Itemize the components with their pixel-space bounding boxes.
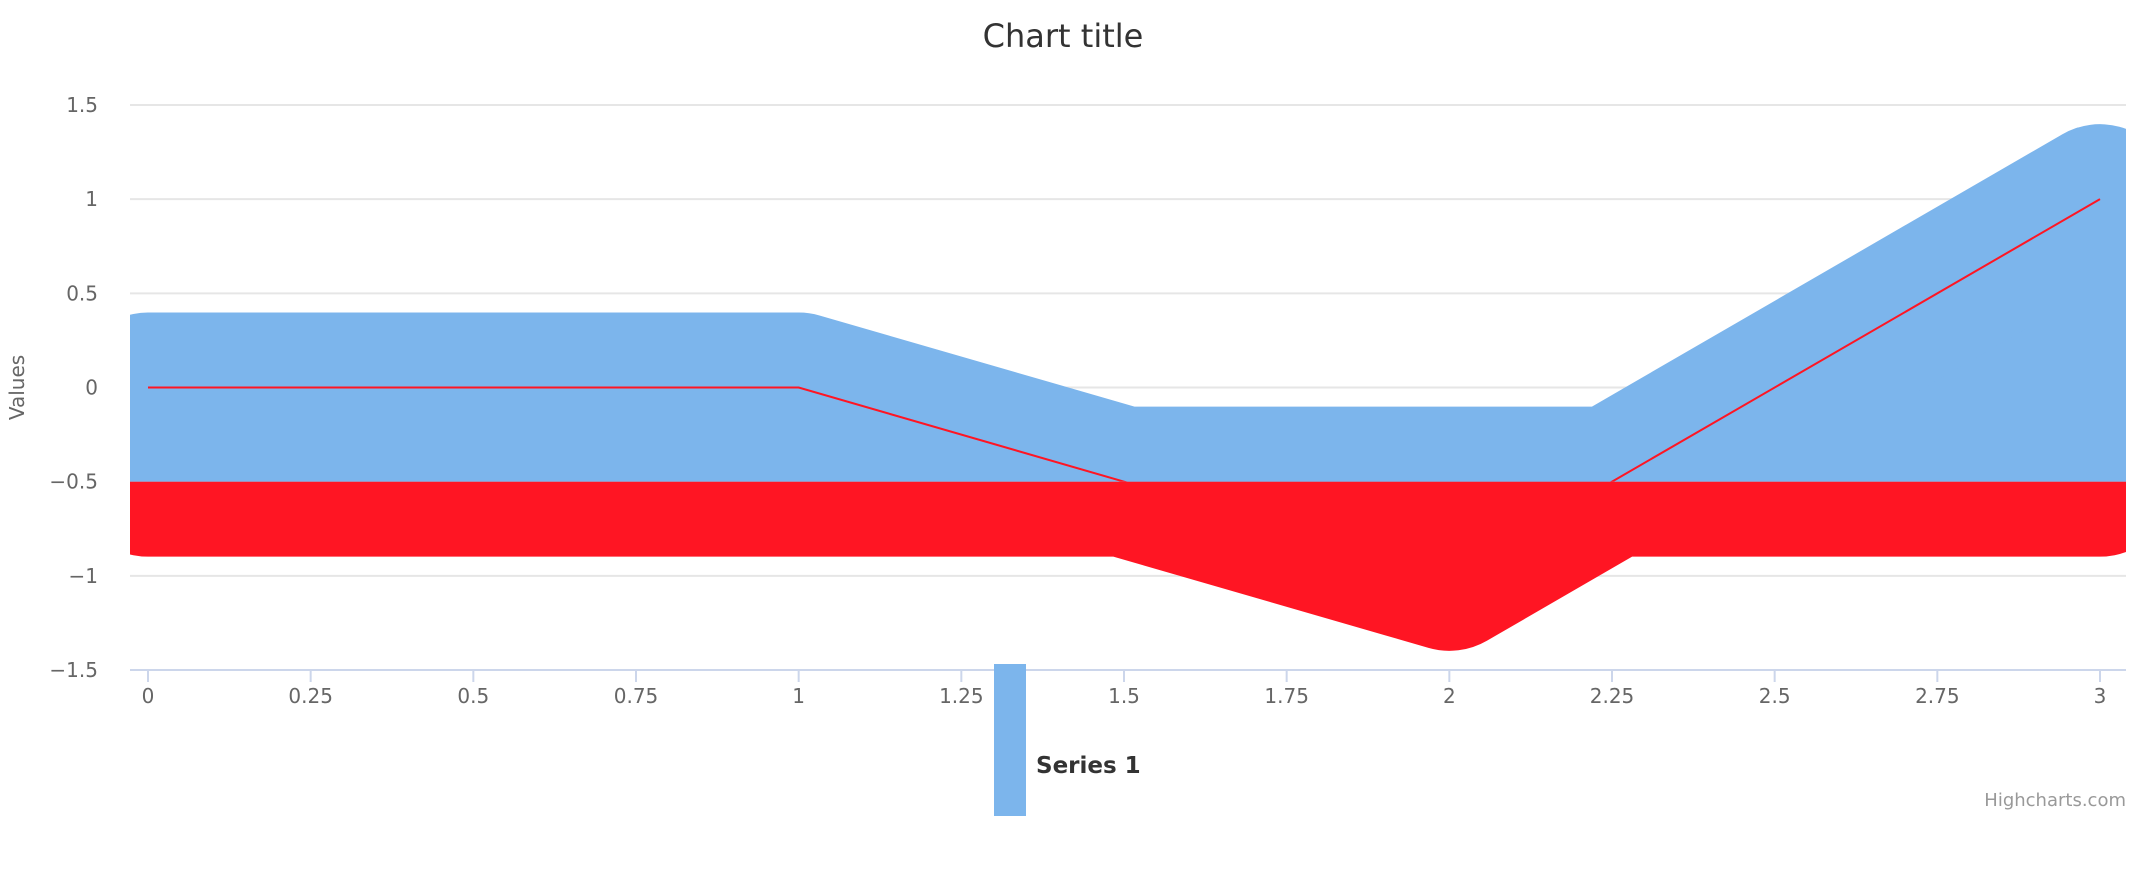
- x-tick-label: 0.75: [614, 684, 659, 708]
- legend-label[interactable]: Series 1: [1036, 753, 1141, 779]
- legend-item-series-1[interactable]: Series 1: [994, 664, 1141, 816]
- x-tick-label: 2.5: [1759, 684, 1791, 708]
- x-tick-label: 3: [2094, 684, 2107, 708]
- y-tick-label: 0: [85, 376, 98, 400]
- x-tick-label: 0: [142, 684, 155, 708]
- x-tick-label: 0.5: [457, 684, 489, 708]
- legend-swatch[interactable]: [994, 664, 1026, 816]
- y-axis-title: Values: [5, 355, 29, 420]
- credits-link[interactable]: Highcharts.com: [1984, 790, 2126, 811]
- x-tick-label: 2: [1443, 684, 1456, 708]
- y-tick-label: −1: [69, 564, 98, 588]
- x-tick-label: 2.25: [1590, 684, 1635, 708]
- y-tick-label: 0.5: [66, 281, 98, 305]
- series-1-area-below-threshold[interactable]: [130, 199, 2126, 651]
- x-axis-ticks: [147, 670, 2101, 682]
- y-tick-label: 1: [85, 187, 98, 211]
- x-tick-label: 1.25: [939, 684, 984, 708]
- x-tick-label: 1.5: [1108, 684, 1140, 708]
- y-axis-labels: −1.5 −1 −0.5 0 0.5 1 1.5: [49, 93, 98, 682]
- x-tick-label: 2.75: [1915, 684, 1960, 708]
- y-tick-label: −0.5: [49, 470, 98, 494]
- y-tick-label: 1.5: [66, 93, 98, 117]
- x-tick-label: 1.75: [1264, 684, 1309, 708]
- series-1-line[interactable]: [148, 198, 2101, 576]
- chart-title: Chart title: [983, 17, 1144, 55]
- x-tick-label: 0.25: [288, 684, 333, 708]
- x-tick-label: 1: [792, 684, 805, 708]
- series-group: [130, 124, 2126, 651]
- y-tick-label: −1.5: [49, 658, 98, 682]
- x-axis-labels: 0 0.25 0.5 0.75 1 1.25 1.5 1.75 2 2.25 2.5 2.75 3: [142, 684, 2107, 708]
